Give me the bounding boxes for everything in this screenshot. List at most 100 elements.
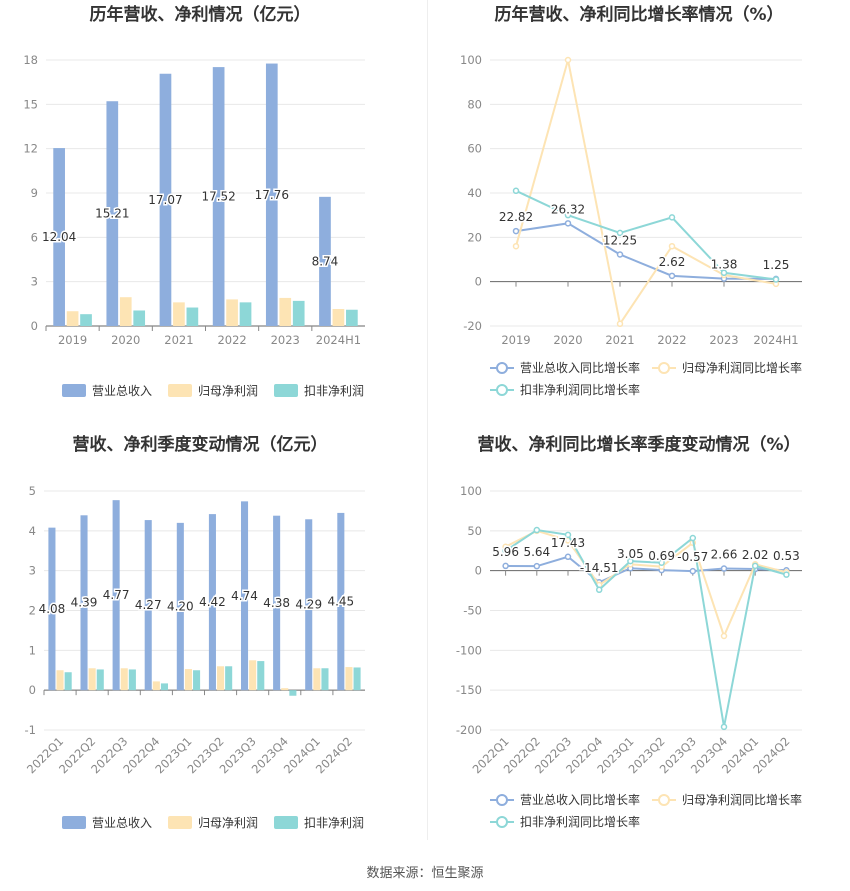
legend-marker	[496, 816, 508, 828]
series-line-deducted-profit-growth	[505, 528, 787, 728]
y-tick-label: 9	[31, 186, 38, 200]
bar-net-profit	[313, 668, 321, 691]
legend-label: 归母净利润同比增长率	[682, 360, 802, 375]
data-point	[512, 242, 520, 250]
bar-deducted-net-profit	[239, 302, 252, 326]
chart-title: 营收、净利同比增长率季度变动情况（%）	[477, 434, 800, 455]
data-label: 17.76	[255, 188, 289, 202]
bar-net-profit	[217, 666, 225, 691]
legend-label: 扣非净利润	[304, 384, 364, 398]
data-point	[668, 214, 676, 221]
bar-revenue	[80, 515, 88, 691]
bar-net-profit	[345, 667, 353, 691]
data-label: 2.66	[711, 548, 738, 562]
chart-quarterly-growth-rate: 营收、净利同比增长率季度变动情况（%） -200 -150 -100 -50 0 50 100…	[428, 420, 850, 840]
legend-swatch	[62, 384, 86, 397]
data-point	[564, 553, 572, 561]
bar-deducted-net-profit	[186, 307, 199, 326]
chart-annual-revenue-profit-svg: 历年营收、净利情况（亿元） 0 3 6 9 12 15 18 2019 2020 2021 2022 2…	[23, 4, 365, 398]
legend-swatch	[168, 816, 192, 829]
x-tick-label: 2019	[58, 333, 87, 347]
bar-deducted-net-profit	[321, 668, 329, 691]
data-label: 2.02	[742, 548, 769, 562]
data-label: 4.42	[199, 595, 226, 609]
legend-label: 归母净利润	[198, 384, 258, 398]
data-point	[595, 586, 603, 594]
y-tick-label: 2	[29, 604, 36, 618]
y-tick-label: 1	[29, 643, 36, 657]
x-tick-label: 2021	[164, 333, 193, 347]
data-point	[564, 531, 572, 539]
legend-label: 营业总收入	[92, 816, 152, 830]
data-label: 4.74	[231, 589, 258, 603]
bar-revenue	[208, 514, 216, 691]
bar-revenue	[159, 73, 172, 326]
data-point	[533, 562, 541, 570]
data-label: 4.08	[39, 602, 66, 616]
y-tick-label: 60	[467, 142, 482, 156]
bar-deducted-net-profit	[128, 669, 136, 691]
bar-revenue	[106, 101, 119, 326]
data-point	[512, 227, 520, 235]
y-tick-label: 18	[23, 53, 38, 67]
x-tick-label: 2024H1	[316, 333, 361, 347]
bar-deducted-net-profit	[257, 661, 265, 691]
chart-annual-growth-rate: 历年营收、净利同比增长率情况（%） -20 0 20 40 60 80 100 2019 2020…	[428, 0, 850, 420]
data-point	[502, 562, 509, 570]
y-tick-label: 100	[460, 484, 482, 498]
series-line-net-profit-growth	[505, 529, 787, 639]
bar-revenue	[144, 520, 152, 691]
data-label: 4.77	[103, 588, 130, 602]
data-point	[689, 567, 697, 575]
legend-label: 归母净利润同比增长率	[682, 792, 802, 807]
y-tick-label: -150	[456, 683, 482, 697]
x-tick-label: 2020	[553, 333, 582, 347]
data-point	[502, 547, 509, 554]
series-line-net-profit-growth	[515, 59, 777, 327]
data-label: 3.05	[617, 547, 644, 561]
bar-net-profit	[332, 309, 345, 326]
data-point	[783, 571, 790, 578]
y-tick-label: 3	[31, 275, 38, 289]
data-point	[720, 723, 728, 731]
data-label: 1.38	[711, 258, 738, 272]
data-point	[668, 242, 676, 250]
y-tick-label: 15	[23, 97, 38, 111]
legend-swatch	[274, 816, 298, 829]
data-label: 26.32	[551, 202, 585, 216]
legend-label: 营业总收入	[92, 384, 152, 398]
series-line-deducted-profit-growth	[515, 189, 777, 281]
data-point	[564, 220, 572, 227]
bar-deducted-net-profit	[80, 314, 92, 326]
data-label: 15.21	[95, 207, 129, 221]
bar-revenue	[273, 515, 281, 691]
legend-marker	[496, 362, 508, 374]
data-point	[772, 276, 780, 283]
bar-net-profit	[249, 660, 257, 691]
bar-net-profit	[152, 681, 160, 691]
bar-net-profit	[66, 311, 79, 326]
data-point	[751, 562, 759, 570]
data-point	[668, 272, 676, 280]
data-label: 0.53	[773, 549, 800, 563]
bar-net-profit	[226, 299, 238, 326]
data-source-note: 数据来源：恒生聚源	[366, 866, 484, 881]
x-tick-label: 2023	[271, 333, 300, 347]
legend-label: 扣非净利润同比增长率	[520, 382, 640, 397]
data-point	[627, 557, 634, 565]
x-tick-label: 2023	[709, 333, 738, 347]
data-label: 2.62	[659, 255, 686, 269]
chart-title: 历年营收、净利同比增长率情况（%）	[494, 4, 783, 25]
y-tick-label: 12	[23, 142, 38, 156]
chart-title: 历年营收、净利情况（亿元）	[90, 4, 311, 25]
legend-marker	[658, 362, 670, 374]
bar-deducted-net-profit	[289, 690, 297, 696]
data-label: 5.96	[492, 545, 519, 559]
data-point	[720, 565, 728, 572]
data-label: 4.38	[263, 596, 290, 610]
bar-revenue	[305, 519, 313, 691]
data-label: 4.39	[71, 596, 98, 610]
data-label: 4.45	[327, 595, 354, 609]
bar-revenue	[48, 527, 56, 691]
bar-net-profit	[88, 668, 96, 691]
